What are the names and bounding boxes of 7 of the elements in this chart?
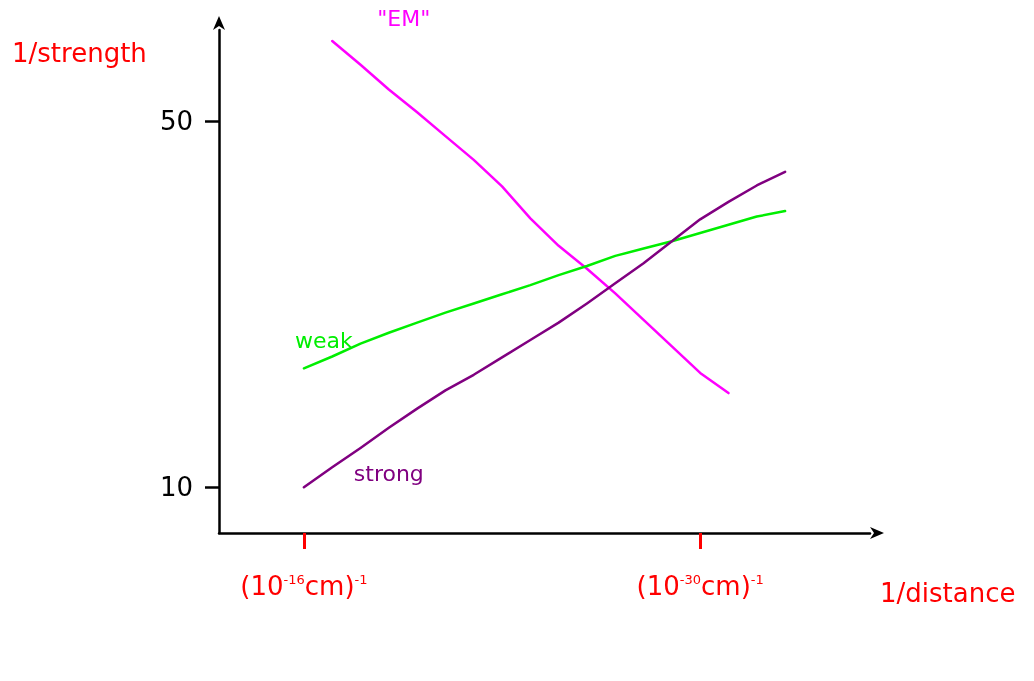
series-label: weak: [295, 327, 354, 353]
y-tick-label: 10: [159, 472, 193, 503]
y-axis-title: 1/strength: [12, 38, 147, 68]
series-label: strong: [353, 461, 424, 487]
series-label: "EM": [377, 6, 431, 32]
y-tick-label: 50: [159, 106, 193, 137]
x-axis-title: 1/distance: [880, 578, 1016, 608]
